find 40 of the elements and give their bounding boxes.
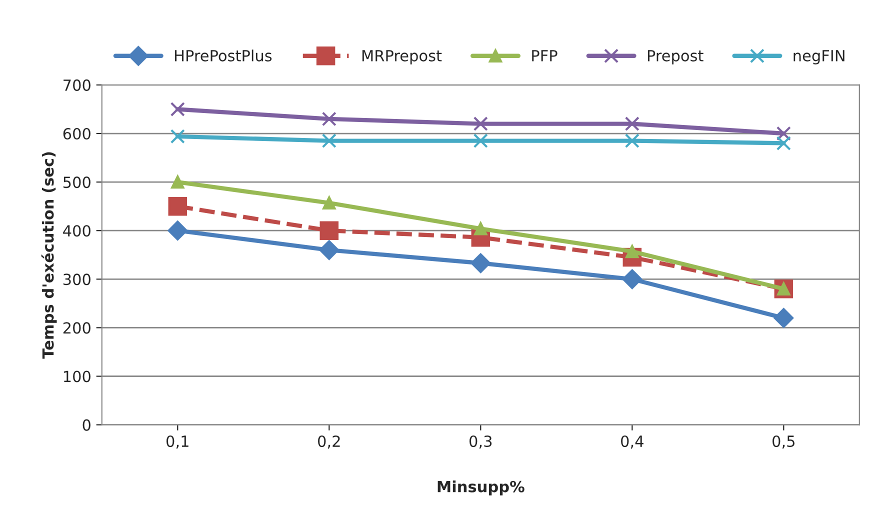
y-tick-label: 400 xyxy=(63,225,90,237)
point xyxy=(322,133,336,148)
point xyxy=(170,129,185,144)
y-tick-label: 500 xyxy=(63,176,90,188)
x-tick-label: 0,3 xyxy=(470,435,492,449)
x-tick-label: 0,4 xyxy=(621,435,644,449)
y-tick-label: 700 xyxy=(64,79,90,91)
point xyxy=(168,220,188,240)
y-tick-label: 100 xyxy=(64,370,90,382)
point xyxy=(322,196,336,210)
point xyxy=(776,136,791,151)
point xyxy=(319,240,340,260)
point xyxy=(624,116,640,132)
legend-label: HPrePostPlus xyxy=(175,50,272,62)
point xyxy=(624,133,640,148)
point xyxy=(473,133,488,148)
point xyxy=(622,269,642,290)
point xyxy=(774,308,794,328)
x-tick-label: 0,1 xyxy=(166,435,188,449)
x-axis-title: Minsupp% xyxy=(438,480,524,496)
x-tick-label: 0,2 xyxy=(318,435,340,449)
legend-label: MRPrepost xyxy=(362,50,442,64)
point xyxy=(470,253,491,274)
legend-label: Prepost xyxy=(648,50,704,64)
point xyxy=(171,175,184,189)
legend-label: PFP xyxy=(532,50,558,62)
legend-label: negFIN xyxy=(794,50,844,64)
point xyxy=(170,102,185,117)
y-tick-label: 200 xyxy=(63,322,90,334)
y-tick-label: 600 xyxy=(63,128,90,140)
y-tick-label: 300 xyxy=(63,274,90,286)
x-tick-label: 0,5 xyxy=(772,435,794,449)
point xyxy=(474,222,488,236)
y-axis-title: Temps d'exécution (sec) xyxy=(41,152,57,359)
point xyxy=(168,196,188,216)
point xyxy=(320,221,339,240)
y-tick-label: 0 xyxy=(82,419,90,431)
point xyxy=(776,126,791,141)
point xyxy=(322,112,336,126)
point xyxy=(473,116,488,132)
